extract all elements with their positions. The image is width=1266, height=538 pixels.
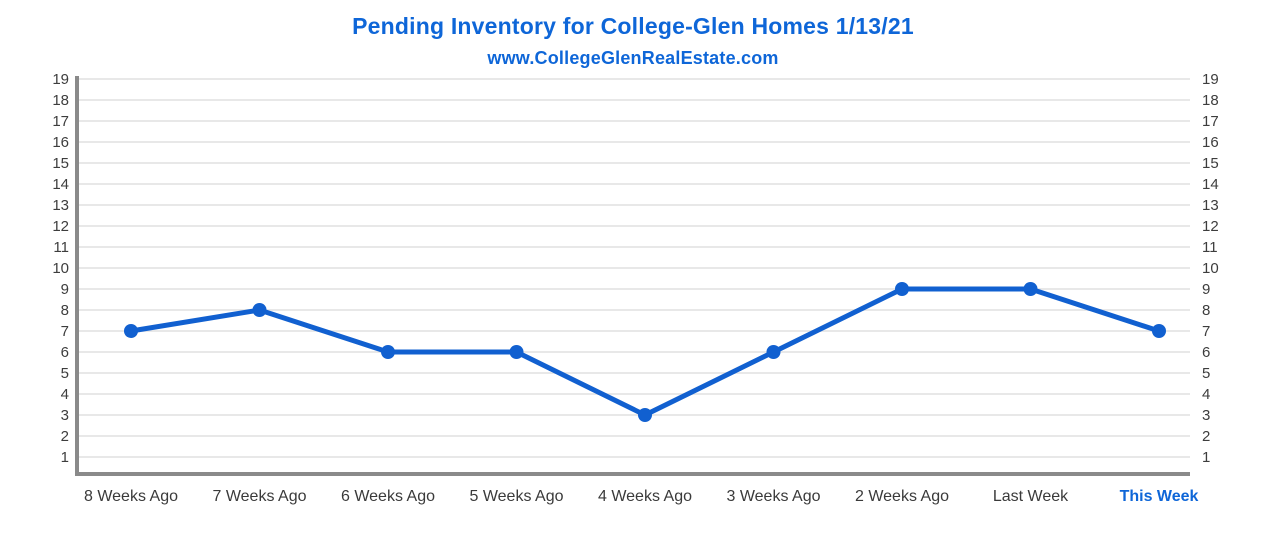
y-tick-label-right: 5 [1202, 365, 1210, 382]
y-tick-label-left: 6 [61, 344, 69, 361]
y-tick-label-right: 8 [1202, 302, 1210, 319]
y-tick-label-right: 13 [1202, 197, 1219, 214]
x-axis-label: 3 Weeks Ago [727, 488, 821, 505]
x-axis-label: 7 Weeks Ago [213, 488, 307, 505]
data-point-4-weeks-ago[interactable] [638, 408, 652, 422]
x-axis-label: 6 Weeks Ago [341, 488, 435, 505]
data-point-7-weeks-ago[interactable] [252, 303, 267, 317]
x-axis-label: 5 Weeks Ago [470, 488, 564, 505]
y-tick-label-right: 6 [1202, 344, 1210, 361]
y-tick-label-left: 4 [61, 386, 69, 403]
y-tick-label-left: 18 [52, 92, 69, 109]
x-axis-label: 8 Weeks Ago [84, 488, 178, 505]
y-tick-label-right: 15 [1202, 155, 1219, 172]
data-point-5-weeks-ago[interactable] [509, 345, 524, 359]
data-point-6-weeks-ago[interactable] [381, 345, 395, 359]
y-tick-label-left: 3 [61, 407, 69, 424]
data-point-2-weeks-ago[interactable] [895, 282, 909, 296]
y-tick-label-right: 4 [1202, 386, 1210, 403]
y-tick-label-right: 19 [1202, 71, 1219, 88]
y-tick-label-left: 8 [61, 302, 69, 319]
y-tick-label-left: 9 [61, 281, 69, 298]
chart-subtitle: www.CollegeGlenRealEstate.com [487, 48, 779, 68]
y-tick-label-right: 2 [1202, 428, 1210, 445]
x-axis-label: This Week [1120, 488, 1199, 505]
data-point-this-week[interactable] [1152, 324, 1166, 338]
data-point-3-weeks-ago[interactable] [766, 345, 781, 359]
y-tick-label-left: 16 [52, 134, 69, 151]
y-tick-label-left: 12 [52, 218, 69, 235]
y-tick-label-right: 9 [1202, 281, 1210, 298]
y-tick-label-left: 2 [61, 428, 69, 445]
data-point-last-week[interactable] [1023, 282, 1038, 296]
y-tick-label-left: 14 [52, 176, 69, 193]
y-tick-label-right: 12 [1202, 218, 1219, 235]
y-tick-label-right: 7 [1202, 323, 1210, 340]
y-tick-label-right: 3 [1202, 407, 1210, 424]
x-axis-label: Last Week [993, 488, 1069, 505]
y-tick-label-left: 11 [53, 239, 69, 256]
y-tick-label-right: 14 [1202, 176, 1219, 193]
y-tick-label-left: 7 [61, 323, 69, 340]
y-tick-label-left: 1 [61, 449, 69, 466]
y-tick-label-right: 16 [1202, 134, 1219, 151]
y-tick-label-left: 19 [52, 71, 69, 88]
y-tick-label-right: 1 [1202, 449, 1210, 466]
y-tick-label-right: 17 [1202, 113, 1219, 130]
y-tick-label-left: 15 [52, 155, 69, 172]
y-tick-label-left: 13 [52, 197, 69, 214]
x-axis-label: 4 Weeks Ago [598, 488, 692, 505]
x-axis-label: 2 Weeks Ago [855, 488, 949, 505]
y-tick-label-right: 18 [1202, 92, 1219, 109]
data-point-8-weeks-ago[interactable] [124, 324, 138, 338]
y-tick-label-left: 17 [52, 113, 69, 130]
y-tick-label-right: 11 [1202, 239, 1218, 256]
chart-title: Pending Inventory for College-Glen Homes… [352, 13, 914, 39]
y-tick-label-left: 5 [61, 365, 69, 382]
y-tick-label-right: 10 [1202, 260, 1219, 277]
y-tick-label-left: 10 [52, 260, 69, 277]
